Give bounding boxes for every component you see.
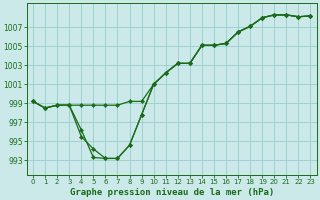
- X-axis label: Graphe pression niveau de la mer (hPa): Graphe pression niveau de la mer (hPa): [70, 188, 274, 197]
